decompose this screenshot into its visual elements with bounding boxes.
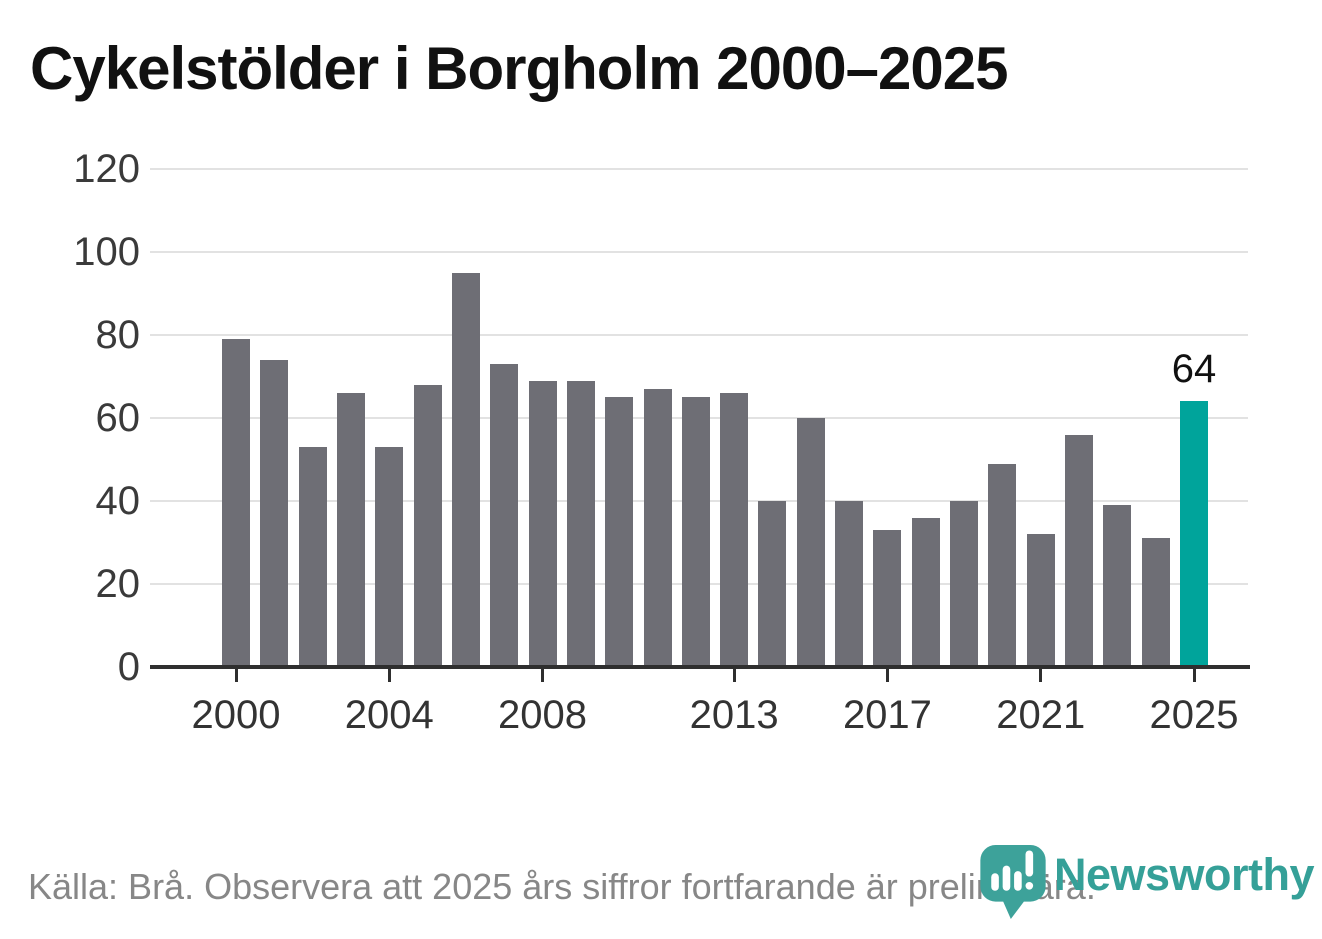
logo-wordmark: Newsworthy <box>1054 849 1315 900</box>
bar-2018 <box>912 518 940 667</box>
bar-2007 <box>490 364 518 667</box>
x-tick-2000 <box>234 669 238 682</box>
x-axis-label: 2025 <box>1149 693 1239 737</box>
x-axis-label: 2008 <box>498 693 588 737</box>
bar-2005 <box>414 385 442 667</box>
x-tick-2013 <box>732 669 736 682</box>
bar-2002 <box>299 447 327 667</box>
bar-2011 <box>644 389 672 667</box>
bar-2012 <box>682 397 710 667</box>
x-axis-label: 2017 <box>842 693 932 737</box>
bar-2010 <box>605 397 633 667</box>
bar-2003 <box>337 393 365 667</box>
bar-2016 <box>835 501 863 667</box>
y-axis-label: 80 <box>95 313 141 357</box>
bar-2014 <box>758 501 786 667</box>
gridline-y-80 <box>150 334 1248 336</box>
bar-2001 <box>260 360 288 667</box>
x-tick-2004 <box>387 669 391 682</box>
y-axis-label: 60 <box>95 396 141 440</box>
x-tick-2017 <box>885 669 889 682</box>
newsworthy-logo: Newsworthy <box>980 845 1315 919</box>
bar-2025 <box>1180 401 1208 667</box>
bar-2019 <box>950 501 978 667</box>
bar-2013 <box>720 393 748 667</box>
bar-2009 <box>567 381 595 667</box>
bar-2006 <box>452 273 480 667</box>
bar-2022 <box>1065 435 1093 667</box>
chart-title: Cykelstölder i Borgholm 2000–2025 <box>30 35 1008 102</box>
x-axis-label: 2004 <box>344 693 434 737</box>
bar-2015 <box>797 418 825 667</box>
source-note: Källa: Brå. Observera att 2025 års siffr… <box>28 866 1096 907</box>
bar-2000 <box>222 339 250 667</box>
x-tick-2008 <box>541 669 545 682</box>
bar-2017 <box>873 530 901 667</box>
x-axis-label: 2013 <box>689 693 779 737</box>
bar-2021 <box>1027 534 1055 667</box>
y-axis-label: 100 <box>73 230 140 274</box>
x-axis-line <box>150 665 1250 669</box>
y-axis-label: 0 <box>117 645 140 689</box>
x-tick-2025 <box>1192 669 1196 682</box>
y-axis-label: 40 <box>95 479 141 523</box>
x-tick-2021 <box>1039 669 1043 682</box>
bar-2008 <box>529 381 557 667</box>
bar-value-label: 64 <box>1171 347 1217 392</box>
y-axis-label: 20 <box>95 562 141 606</box>
bar-2020 <box>988 464 1016 667</box>
bar-2004 <box>375 447 403 667</box>
x-axis-label: 2000 <box>191 693 281 737</box>
gridline-y-120 <box>150 168 1248 170</box>
gridline-y-100 <box>150 251 1248 253</box>
bar-2024 <box>1142 538 1170 667</box>
logo-pin-icon <box>980 845 1046 919</box>
y-axis-label: 120 <box>73 147 140 191</box>
bar-2023 <box>1103 505 1131 667</box>
x-axis-label: 2021 <box>996 693 1086 737</box>
